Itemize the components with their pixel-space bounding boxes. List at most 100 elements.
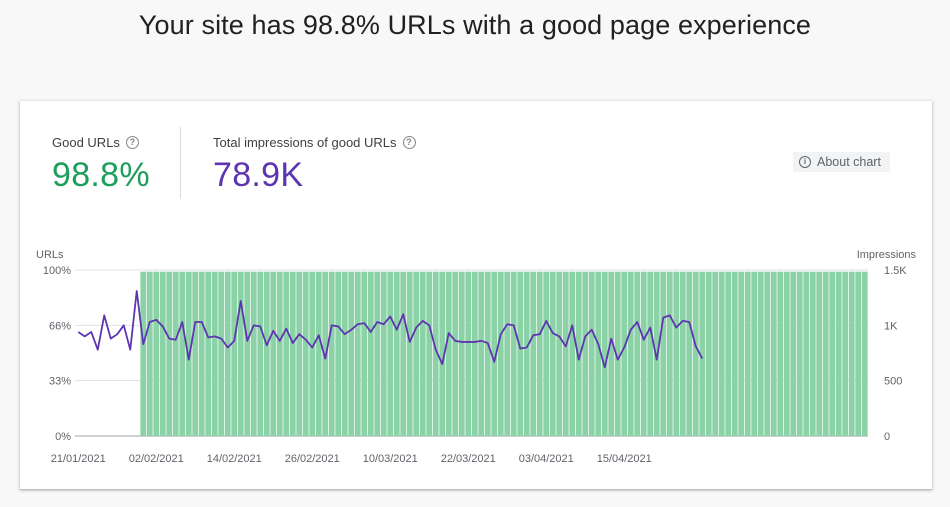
bar [504,271,511,436]
bar [166,271,173,436]
bar [387,271,394,436]
bar [432,271,439,436]
bar [478,271,485,436]
bar [822,271,829,436]
bar [315,271,322,436]
bar [205,271,212,436]
bar [458,271,465,436]
bar [283,271,290,436]
bar [270,271,277,436]
bar [588,271,595,436]
bar [211,271,218,436]
bar [484,271,491,436]
bar [367,271,374,436]
bar [731,271,738,436]
bar [497,271,504,436]
bar [393,271,400,436]
chart-card: Good URLs ? 98.8% Total impressions of g… [20,101,932,489]
bar [543,271,550,436]
bar [803,271,810,436]
bar [380,271,387,436]
bar [406,271,413,436]
bar [530,271,537,436]
x-axis-tick: 03/04/2021 [519,453,574,465]
right-axis-tick: 0 [884,431,890,443]
bar [751,271,758,436]
bar [218,271,225,436]
bar [621,271,628,436]
bar [250,271,257,436]
bar [829,271,836,436]
bar [582,271,589,436]
about-chart-button[interactable]: i About chart [793,152,890,172]
bar [692,271,699,436]
bar [322,271,329,436]
bar [185,271,192,436]
bar [244,271,251,436]
bar [237,271,244,436]
help-icon[interactable]: ? [125,136,139,149]
bar [348,271,355,436]
bar [556,271,563,436]
bar [439,271,446,436]
bar [335,271,342,436]
x-axis-tick: 21/01/2021 [51,453,106,465]
left-axis-tick: 66% [49,320,71,332]
bar [231,271,238,436]
bar [471,271,478,436]
bar [361,271,368,436]
bar [627,271,634,436]
page-headline: Your site has 98.8% URLs with a good pag… [138,10,812,40]
bar [634,271,641,436]
bar [666,271,673,436]
bar [224,271,231,436]
x-axis-tick: 22/03/2021 [441,453,496,465]
x-axis-tick: 02/02/2021 [129,453,184,465]
bar [510,271,517,436]
bar [861,271,868,436]
bar [159,271,166,436]
left-axis-tick: 0% [55,431,71,443]
bar [419,271,426,436]
bar [354,271,361,436]
help-icon[interactable]: ? [402,136,416,149]
impressions-line [77,290,704,369]
bar [601,271,608,436]
bar [640,271,647,436]
right-axis-title: Impressions [857,249,917,261]
bar [309,271,316,436]
bar [816,271,823,436]
bar [686,271,693,436]
x-axis-tick: 10/03/2021 [363,453,418,465]
bar [796,271,803,436]
bar [517,271,524,436]
bar [848,271,855,436]
bar [296,271,303,436]
bar [289,271,296,436]
good-urls-label: Good URLs [52,135,120,150]
bar [718,271,725,436]
bar [172,271,179,436]
bar [328,271,335,436]
impressions-metric: Total impressions of good URLs ? 78.9K [213,135,416,195]
left-axis-title: URLs [36,249,64,261]
bar [153,271,160,436]
impressions-value: 78.9K [213,156,304,194]
bar [809,271,816,436]
bar [608,271,615,436]
bar [198,271,205,436]
bar [764,271,771,436]
bar [705,271,712,436]
good-urls-metric: Good URLs ? 98.8% [52,135,150,195]
x-axis-tick: 14/02/2021 [207,453,262,465]
bar [660,271,667,436]
bar [673,271,680,436]
bar [679,271,686,436]
bar [725,271,732,436]
bar [465,271,472,436]
bar [562,271,569,436]
bar [614,271,621,436]
bar [569,271,576,436]
bar [647,271,654,436]
